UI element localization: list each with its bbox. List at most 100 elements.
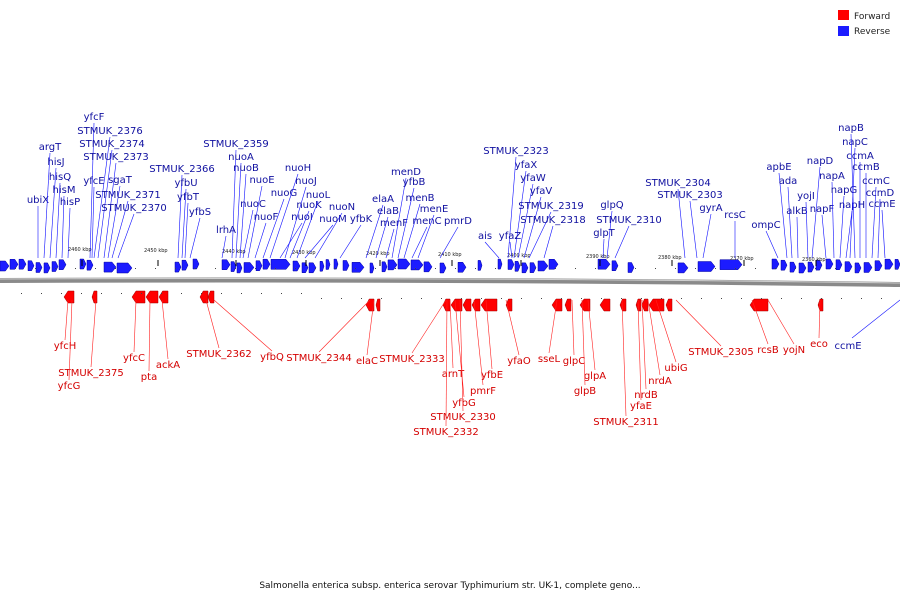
reverse-gene-label: ccmA [846,151,874,162]
reverse-label-leader [821,214,827,259]
strand-dot [75,268,76,269]
strand-dot [421,298,422,299]
strand-dot [181,293,182,294]
reverse-gene-arrow [477,260,483,271]
forward-gene-label: STMUK_2375 [58,368,123,379]
reverse-gene-label: ompC [751,220,780,231]
reverse-label-leader [677,188,686,259]
tick-label: 2460 kbp [68,247,92,253]
reverse-label-leader [877,198,881,259]
reverse-gene-arrow [79,258,87,270]
strand-dot [735,268,736,269]
strand-dot [521,298,522,299]
strand-dot [81,293,82,294]
forward-gene-label: STMUK_2305 [688,347,753,358]
reverse-gene-arrow [529,262,537,273]
forward-label-leader [133,299,137,353]
reverse-label-leader [254,222,267,259]
reverse-label-leader [289,210,310,259]
strand-dot [741,298,742,299]
strand-dot [201,293,202,294]
forward-gene-arrow [450,298,463,312]
reverse-gene-label: sgaT [108,175,133,186]
strand-dot [375,268,376,269]
reverse-label-leader [103,162,117,259]
reverse-label-leader [881,209,886,259]
reverse-label-leader [314,212,343,259]
strand-dot [701,298,702,299]
reverse-label-leader [93,136,111,259]
strand-dot [575,268,576,269]
reverse-gene-label: STMUK_2318 [520,215,585,226]
reverse-gene-arrow [174,261,182,273]
reverse-label-leader [528,211,552,259]
reverse-label-leader [787,186,793,259]
reverse-gene-label: STMUK_2303 [657,190,722,201]
reverse-label-leader [107,185,121,259]
forward-gene-label: STMUK_2333 [379,354,444,365]
tick-label: 2400 kbp [507,253,531,259]
reverse-label-leader [689,200,698,259]
reverse-label-leader [509,241,513,259]
reverse-label-leader [439,226,459,259]
reverse-gene-arrow [780,259,788,271]
reverse-label-leader [304,224,334,259]
reverse-gene-arrow [863,262,873,273]
reverse-gene-label: nuoG [271,188,298,199]
forward-label-leader [213,299,273,352]
strand-dot [481,298,482,299]
reverse-label-leader [284,186,307,259]
reverse-gene-label: hisJ [47,157,64,168]
strand-dot [15,268,16,269]
reverse-gene-arrow [308,262,317,274]
reverse-gene-arrow [825,258,834,270]
strand-dot [695,268,696,269]
tick-label: 2390 kbp [586,254,610,260]
reverse-gene-arrow [243,262,255,273]
reverse-label-leader [67,207,71,259]
forward-label-leader [621,299,627,417]
strand-dot [581,298,582,299]
reverse-label-leader [239,173,247,259]
reverse-label-leader [831,181,835,259]
reverse-label-leader [235,162,242,259]
reverse-label-leader [97,149,113,259]
forward-gene-arrow [648,298,665,312]
strand-dot [561,298,562,299]
tick-label: 2440 kbp [222,249,246,255]
strand-dot [55,268,56,269]
strand-dot [255,268,256,269]
reverse-gene-label: argT [39,142,62,153]
forward-gene-arrow [817,298,824,312]
forward-label-leader [90,299,97,368]
forward-label-leader [548,299,558,354]
reverse-label-leader [189,217,201,259]
reverse-label-leader [805,201,809,259]
tick-label: 2370 kbp [730,256,754,262]
forward-gene-label: yfaE [630,401,652,412]
forward-gene-label: yfaO [507,356,531,367]
reverse-label-leader [850,133,856,259]
forward-gene-label: STMUK_2332 [413,427,478,438]
reverse-gene-label: ccmB [852,162,880,173]
reverse-gene-label: yfaX [515,160,538,171]
strand-dot [815,268,816,269]
reverse-label-leader [513,170,527,259]
reverse-gene-label: napD [807,156,834,167]
forward-label-leader [68,299,73,381]
reverse-gene-label: yfcF [84,112,105,123]
strand-dot [395,268,396,269]
forward-gene-arrow [131,290,146,304]
strand-dot [855,268,856,269]
forward-gene-arrow [375,298,381,312]
reverse-gene-arrow [221,259,231,270]
forward-gene-arrow [145,290,159,304]
strand-dot [401,298,402,299]
strand-dot [555,268,556,269]
forward-gene-arrow [599,298,611,312]
strand-dot [235,268,236,269]
strand-dot [161,293,162,294]
reverse-gene-label: nuoF [254,212,279,223]
strand-dot [415,268,416,269]
